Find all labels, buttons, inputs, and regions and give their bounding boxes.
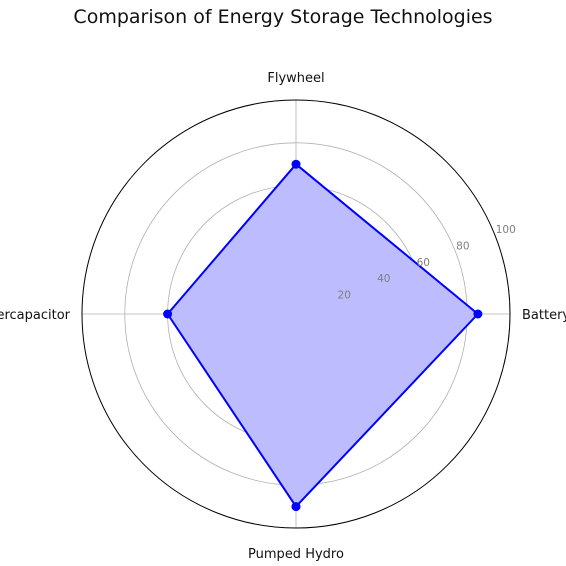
radial-tick-label: 100 xyxy=(496,224,516,236)
polar-frame xyxy=(81,99,511,529)
category-label-supercapacitor: Supercapacitor xyxy=(0,308,71,323)
data-point-pumped-hydro xyxy=(291,502,301,512)
radial-tick-label: 40 xyxy=(377,273,390,285)
data-point-supercapacitor xyxy=(163,309,173,319)
data-point-flywheel xyxy=(291,159,301,169)
chart-title: Comparison of Energy Storage Technologie… xyxy=(73,6,493,28)
radar-labels: 20 40 60 80 100 Battery Flywheel Supercapacitor… xyxy=(0,71,566,562)
radar-series-layer xyxy=(163,159,483,512)
category-label-battery: Battery xyxy=(522,308,566,323)
data-point-battery xyxy=(473,309,483,319)
radial-tick-label: 80 xyxy=(456,240,469,252)
category-label-pumped-hydro: Pumped Hydro xyxy=(248,547,344,562)
radial-tick-label: 60 xyxy=(417,257,430,269)
category-label-flywheel: Flywheel xyxy=(267,71,324,86)
radial-tick-label: 20 xyxy=(338,290,351,302)
series-fill-area xyxy=(167,164,478,507)
